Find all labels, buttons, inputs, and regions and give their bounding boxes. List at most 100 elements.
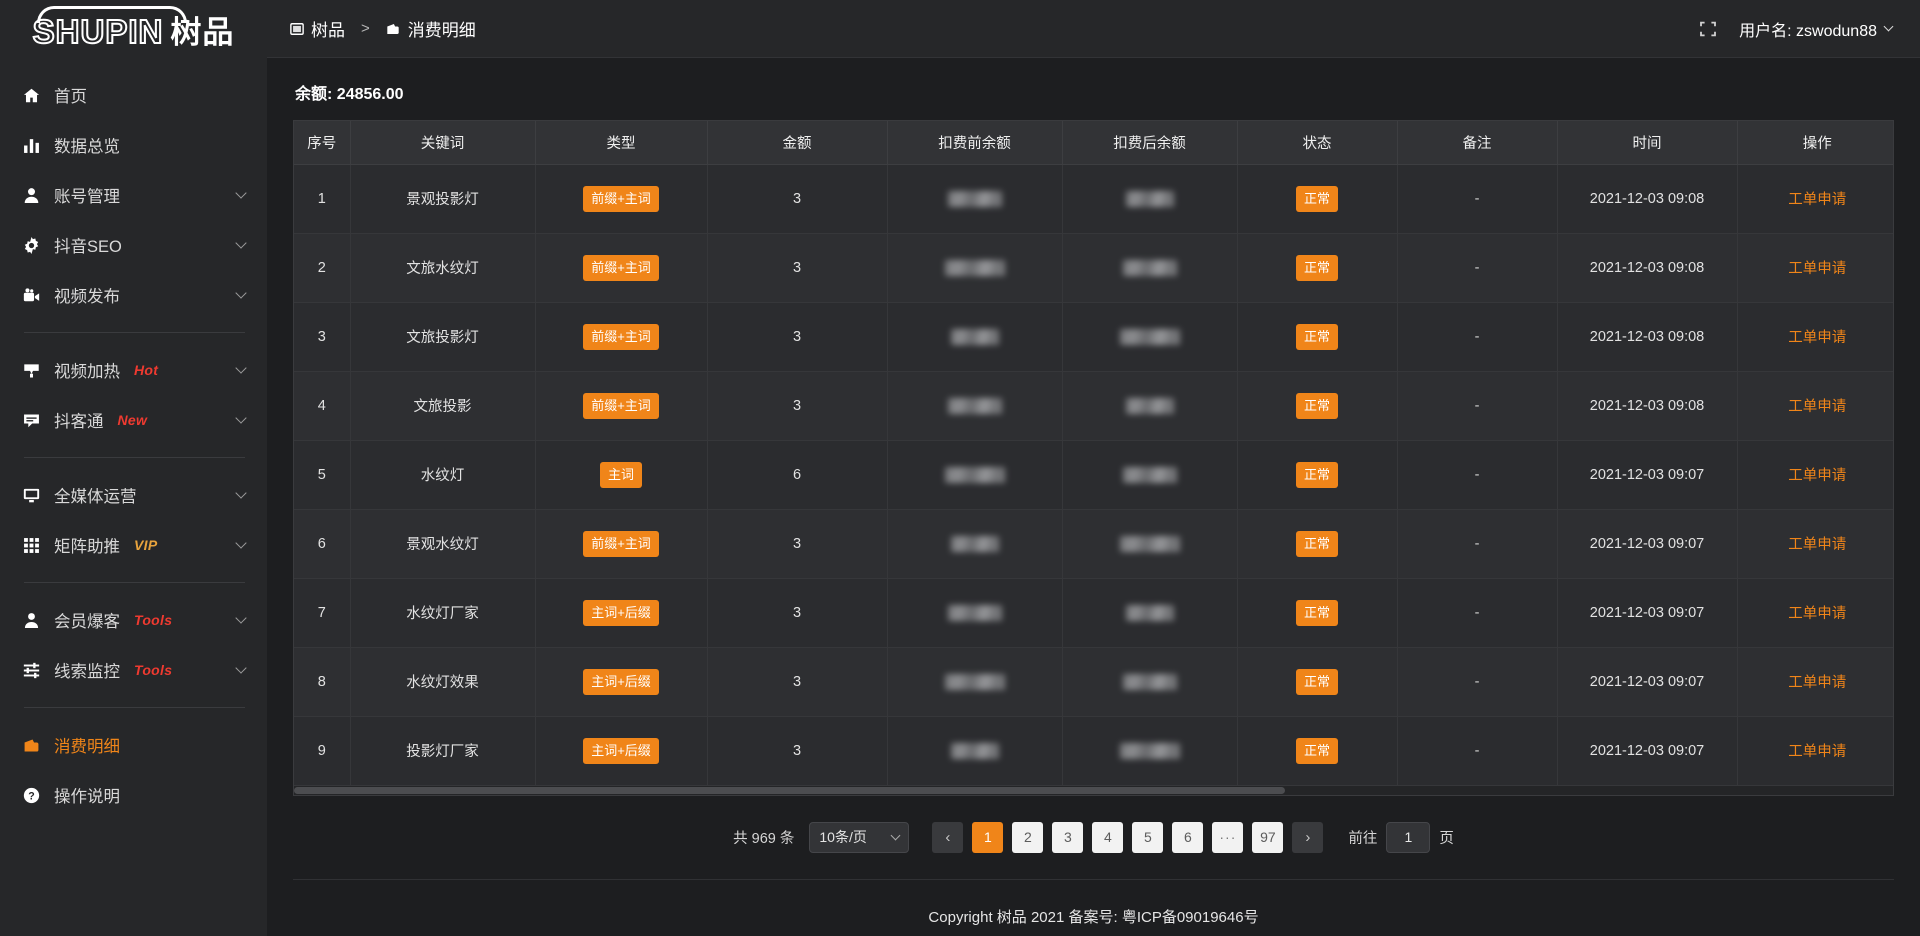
- ticket-apply-link[interactable]: 工单申请: [1788, 675, 1847, 691]
- ticket-apply-link[interactable]: 工单申请: [1788, 744, 1847, 760]
- user-menu[interactable]: 用户名: zswodun88: [1739, 17, 1894, 41]
- redacted-value: [950, 535, 999, 552]
- cell-action: 工单申请: [1737, 716, 1893, 786]
- pagination-prev-button[interactable]: ‹: [932, 821, 964, 853]
- type-badge: 主词: [599, 461, 642, 488]
- fullscreen-icon[interactable]: [1699, 20, 1717, 38]
- cell-balance-after: [1062, 302, 1238, 372]
- ticket-apply-link[interactable]: 工单申请: [1788, 261, 1847, 277]
- cell-amount: 3: [707, 302, 888, 372]
- sidebar-item-3-gear[interactable]: 抖音SEO: [0, 220, 267, 270]
- sidebar-item-badge: New: [117, 412, 148, 428]
- sidebar-item-1-grid[interactable]: 矩阵助推 VIP: [0, 520, 267, 570]
- chat-icon: [20, 409, 42, 431]
- cell-time: 2021-12-03 09:08: [1557, 371, 1738, 441]
- redacted-value: [1125, 604, 1174, 621]
- sidebar-item-2-user[interactable]: 账号管理: [0, 170, 267, 220]
- column-header-3: 金额: [707, 121, 888, 165]
- grid-icon: [20, 534, 42, 556]
- cell-amount: 3: [707, 371, 888, 441]
- chevron-down-icon: [235, 412, 247, 424]
- cell-keyword: 文旅投影: [350, 371, 536, 441]
- cell-action: 工单申请: [1737, 302, 1893, 372]
- cell-action: 工单申请: [1737, 578, 1893, 648]
- horizontal-scrollbar[interactable]: [294, 785, 1893, 795]
- sidebar-item-1-bar-chart[interactable]: 数据总览: [0, 120, 267, 170]
- cell-status: 正常: [1237, 578, 1398, 648]
- page-size-select[interactable]: 10条/页: [809, 821, 910, 853]
- cell-status: 正常: [1237, 647, 1398, 717]
- video-camera-icon: [20, 284, 42, 306]
- breadcrumb-item-root[interactable]: 树品: [289, 16, 345, 41]
- gear-icon: [20, 234, 42, 256]
- cell-remark: -: [1397, 233, 1558, 303]
- type-badge: 前缀+主词: [583, 254, 659, 281]
- sidebar-item-0-member[interactable]: 会员爆客 Tools: [0, 595, 267, 645]
- pagination-page-3[interactable]: 3: [1052, 821, 1084, 853]
- pagination-page-5[interactable]: 5: [1132, 821, 1164, 853]
- pagination-next-button[interactable]: ›: [1292, 821, 1324, 853]
- table-container: 序号 关键词 类型 金额 扣费前余额 扣费后余额 状态 备注 时间 操作 1 景观投影灯 前缀+主词 3…: [267, 120, 1920, 796]
- remark-text: -: [1474, 742, 1480, 759]
- cell-time: 2021-12-03 09:07: [1557, 647, 1738, 717]
- column-header-4: 扣费前余额: [887, 121, 1063, 165]
- sidebar-item-0-monitor[interactable]: 全媒体运营: [0, 470, 267, 520]
- ticket-apply-link[interactable]: 工单申请: [1788, 330, 1847, 346]
- cell-balance-before: [887, 509, 1063, 579]
- sidebar-item-1-chat[interactable]: 抖客通 New: [0, 395, 267, 445]
- table-row: 5 水纹灯 主词 6 正常 - 2021-12-03 09:07 工单申请: [294, 440, 1893, 510]
- sidebar-item-4-video-camera[interactable]: 视频发布: [0, 270, 267, 320]
- cell-time: 2021-12-03 09:08: [1557, 302, 1738, 372]
- cell-remark: -: [1397, 164, 1558, 234]
- remark-text: -: [1474, 466, 1480, 483]
- table-body: 1 景观投影灯 前缀+主词 3 正常 -2021-12-03 09:08 工单申请 2 文旅水纹…: [294, 164, 1893, 786]
- sidebar-item-label: 会员爆客: [54, 613, 120, 631]
- ticket-apply-link[interactable]: 工单申请: [1788, 192, 1847, 208]
- status-badge: 正常: [1295, 392, 1338, 419]
- brand-logo[interactable]: SHUPIN 树品: [0, 0, 267, 58]
- pagination-page-4[interactable]: 4: [1092, 821, 1124, 853]
- footer-copyright: Copyright 树品 2021 备案号: 粤ICP备09019646号: [928, 908, 1259, 926]
- ticket-apply-link[interactable]: 工单申请: [1788, 537, 1847, 553]
- status-badge: 正常: [1295, 323, 1338, 350]
- ticket-apply-link[interactable]: 工单申请: [1788, 468, 1847, 484]
- sidebar-item-0-wallet[interactable]: 消费明细: [0, 720, 267, 770]
- chevron-down-icon: [235, 287, 247, 299]
- ticket-apply-link[interactable]: 工单申请: [1788, 399, 1847, 415]
- cell-action: 工单申请: [1737, 233, 1893, 303]
- user-icon: [20, 184, 42, 206]
- status-badge: 正常: [1295, 737, 1338, 764]
- redacted-value: [944, 259, 1005, 276]
- cell-action: 工单申请: [1737, 647, 1893, 717]
- pagination-page-6[interactable]: 6: [1172, 821, 1204, 853]
- type-badge: 主词+后缀: [583, 737, 659, 764]
- cell-index: 6: [294, 509, 351, 579]
- ticket-apply-link[interactable]: 工单申请: [1788, 606, 1847, 622]
- breadcrumb-item-current[interactable]: 消费明细: [386, 16, 476, 41]
- type-badge: 前缀+主词: [583, 323, 659, 350]
- cell-time: 2021-12-03 09:08: [1557, 233, 1738, 303]
- redacted-value: [950, 328, 999, 345]
- cell-status: 正常: [1237, 302, 1398, 372]
- cell-balance-after: [1062, 509, 1238, 579]
- sidebar-item-label: 线索监控: [54, 663, 120, 681]
- sidebar-item-0-megaphone[interactable]: 视频加热 Hot: [0, 345, 267, 395]
- sidebar-item-0-home[interactable]: 首页: [0, 70, 267, 120]
- menu-divider: [24, 332, 245, 333]
- scrollbar-thumb[interactable]: [294, 786, 1286, 794]
- pagination-page-2[interactable]: 2: [1012, 821, 1044, 853]
- pagination-ellipsis[interactable]: ···: [1212, 821, 1244, 853]
- remark-text: -: [1474, 604, 1480, 621]
- sidebar-item-1-sliders[interactable]: 线索监控 Tools: [0, 645, 267, 695]
- cell-time: 2021-12-03 09:07: [1557, 716, 1738, 786]
- goto-page-input[interactable]: [1386, 821, 1431, 853]
- cell-type: 主词+后缀: [535, 578, 708, 648]
- chevron-down-icon: [890, 830, 901, 840]
- cell-status: 正常: [1237, 233, 1398, 303]
- page-content: 余额: 24856.00 序号 关键词 类型 金额 扣费前余额 扣费后余额 状态 备注 时间 操作…: [267, 58, 1920, 936]
- breadcrumb-separator: >: [361, 20, 370, 37]
- sidebar-item-1-question[interactable]: ? 操作说明: [0, 770, 267, 820]
- wallet-icon: [386, 21, 401, 36]
- pagination-page-97[interactable]: 97: [1252, 821, 1284, 853]
- pagination-page-1[interactable]: 1: [972, 821, 1004, 853]
